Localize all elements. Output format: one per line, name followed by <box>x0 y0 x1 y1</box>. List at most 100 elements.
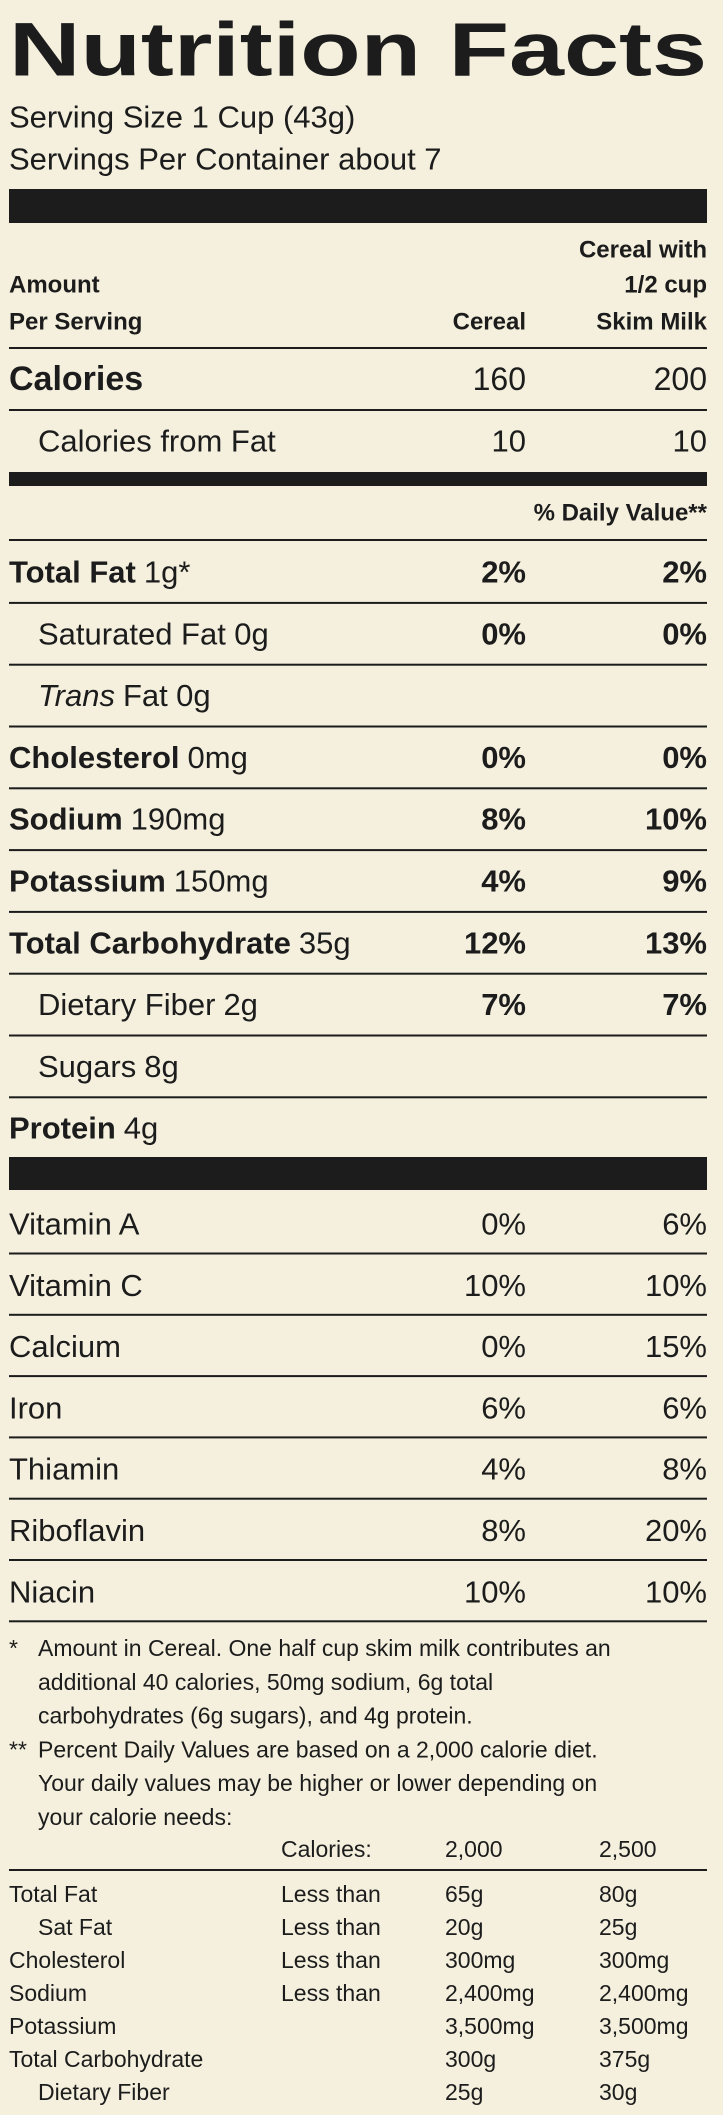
rule <box>9 1313 707 1316</box>
footnote-line: additional 40 calories, 50mg sodium, 6g … <box>38 1669 493 1695</box>
dv-2000: 25g <box>445 2079 483 2105</box>
rule <box>9 972 707 975</box>
percent-cereal: 4% <box>481 864 526 899</box>
nutrient-amount: 8g <box>144 1049 178 1084</box>
nutrient-name: Total Carbohydrate <box>9 925 291 960</box>
dv-2500: 300mg <box>599 1947 669 1973</box>
dv-limit: Less than <box>281 1881 381 1907</box>
calories-milk: 200 <box>654 361 707 397</box>
dv-name: Potassium <box>9 2013 116 2039</box>
vitamin-name: Riboflavin <box>9 1513 145 1548</box>
dv-2500: 2,400mg <box>599 1980 689 2006</box>
dv-name: Cholesterol <box>9 1947 125 1973</box>
vitamin-cereal: 0% <box>481 1329 526 1364</box>
percent-cereal: 2% <box>481 555 526 590</box>
vitamin-name: Thiamin <box>9 1452 119 1487</box>
vitamin-cereal: 10% <box>464 1268 526 1303</box>
percent-milk: 13% <box>645 925 707 960</box>
percent-milk: 0% <box>662 616 707 651</box>
nutrient-name: Sugars <box>38 1049 136 1084</box>
vitamin-cereal: 0% <box>481 1207 526 1242</box>
dv-name: Total Fat <box>9 1881 98 1907</box>
rule <box>9 849 707 852</box>
nutrient-amount: 0g <box>234 616 268 651</box>
rule <box>9 347 707 349</box>
nutrient-name: Protein <box>9 1111 116 1146</box>
rule <box>9 787 707 790</box>
dv-name: Sat Fat <box>38 1914 113 1940</box>
dv-name: Sodium <box>9 1980 87 2006</box>
dv-name: Dietary Fiber <box>38 2079 170 2105</box>
vitamin-milk: 10% <box>645 1268 707 1303</box>
footnote-line: Percent Daily Values are based on a 2,00… <box>38 1736 598 1762</box>
footnote-line: carbohydrates (6g sugars), and 4g protei… <box>38 1703 473 1729</box>
dv-2500: 30g <box>599 2079 637 2105</box>
column-heading: 1/2 cup <box>624 272 707 299</box>
rule <box>9 409 707 411</box>
vitamin-name: Iron <box>9 1390 62 1425</box>
percent-milk: 7% <box>662 987 707 1022</box>
percent-cereal: 7% <box>481 987 526 1022</box>
vitamin-cereal: 6% <box>481 1390 526 1425</box>
column-heading: Cereal with <box>579 237 707 264</box>
rule <box>9 725 707 728</box>
column-heading: Amount <box>9 272 100 299</box>
vitamin-cereal: 10% <box>464 1574 526 1609</box>
vitamin-name: Vitamin A <box>9 1207 140 1242</box>
vitamin-name: Niacin <box>9 1574 95 1609</box>
vitamin-milk: 8% <box>662 1452 707 1487</box>
dv-2000: 2,400mg <box>445 1980 535 2006</box>
dv-2000: 300g <box>445 2046 496 2072</box>
vitamin-milk: 10% <box>645 1574 707 1609</box>
vitamin-cereal: 8% <box>481 1513 526 1548</box>
title: Nutrition Facts <box>9 8 707 93</box>
percent-milk: 0% <box>662 740 707 775</box>
percent-cereal: 8% <box>481 802 526 837</box>
thick-rule <box>9 472 707 486</box>
dv-name: Total Carbohydrate <box>9 2046 203 2072</box>
percent-cereal: 0% <box>481 740 526 775</box>
nutrient-name: Potassium <box>9 864 166 899</box>
nutrient-name: Saturated Fat <box>38 616 226 651</box>
vitamin-cereal: 4% <box>481 1452 526 1487</box>
rule <box>9 1497 707 1500</box>
nutrient-name: Total Fat <box>9 555 136 590</box>
dv-2000: 65g <box>445 1881 483 1907</box>
vitamin-name: Vitamin C <box>9 1268 143 1303</box>
thick-rule <box>9 1157 707 1190</box>
rule <box>9 539 707 541</box>
nutrient-amount: 2g <box>223 987 257 1022</box>
dv-header: Calories: <box>281 1836 372 1862</box>
percent-milk: 10% <box>645 802 707 837</box>
calories-fat-milk: 10 <box>673 424 707 459</box>
rule <box>9 1559 707 1561</box>
rule <box>9 1620 707 1623</box>
dv-header: 2,500 <box>599 1836 657 1862</box>
footnote-line: Your daily values may be higher or lower… <box>38 1770 597 1796</box>
dv-2500: 3,500mg <box>599 2013 689 2039</box>
nutrient-amount: 4g <box>124 1111 158 1146</box>
dv-limit: Less than <box>281 1980 381 2006</box>
servings-per-container: Servings Per Container about 7 <box>9 142 442 177</box>
nutrient-amount: 1g* <box>144 555 191 590</box>
nutrient-amount: 150mg <box>174 864 269 899</box>
rule <box>9 1252 707 1255</box>
nutrient-name: Cholesterol <box>9 740 180 775</box>
serving-size: Serving Size 1 Cup (43g) <box>9 100 355 135</box>
dv-2500: 80g <box>599 1881 637 1907</box>
rule <box>9 1034 707 1037</box>
rule <box>9 910 707 913</box>
column-heading: Cereal <box>453 309 526 336</box>
rule <box>9 1096 707 1099</box>
rule <box>9 1436 707 1439</box>
dv-2500: 25g <box>599 1914 637 1940</box>
vitamin-milk: 6% <box>662 1207 707 1242</box>
dv-2000: 3,500mg <box>445 2013 535 2039</box>
dv-header: 2,000 <box>445 1836 503 1862</box>
calories-fat-cereal: 10 <box>492 424 526 459</box>
nutrient-name: Fat <box>123 678 168 713</box>
dv-2000: 300mg <box>445 1947 515 1973</box>
nutrient-amount: 0mg <box>188 740 248 775</box>
rule <box>9 1375 707 1378</box>
